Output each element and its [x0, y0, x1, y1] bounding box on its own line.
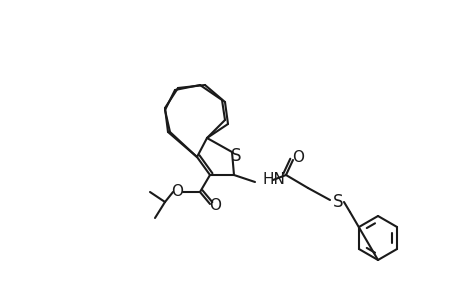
- Text: O: O: [291, 149, 303, 164]
- Text: S: S: [332, 193, 342, 211]
- Text: S: S: [230, 147, 241, 165]
- Text: HN: HN: [263, 172, 285, 188]
- Text: O: O: [171, 184, 183, 200]
- Text: O: O: [208, 199, 220, 214]
